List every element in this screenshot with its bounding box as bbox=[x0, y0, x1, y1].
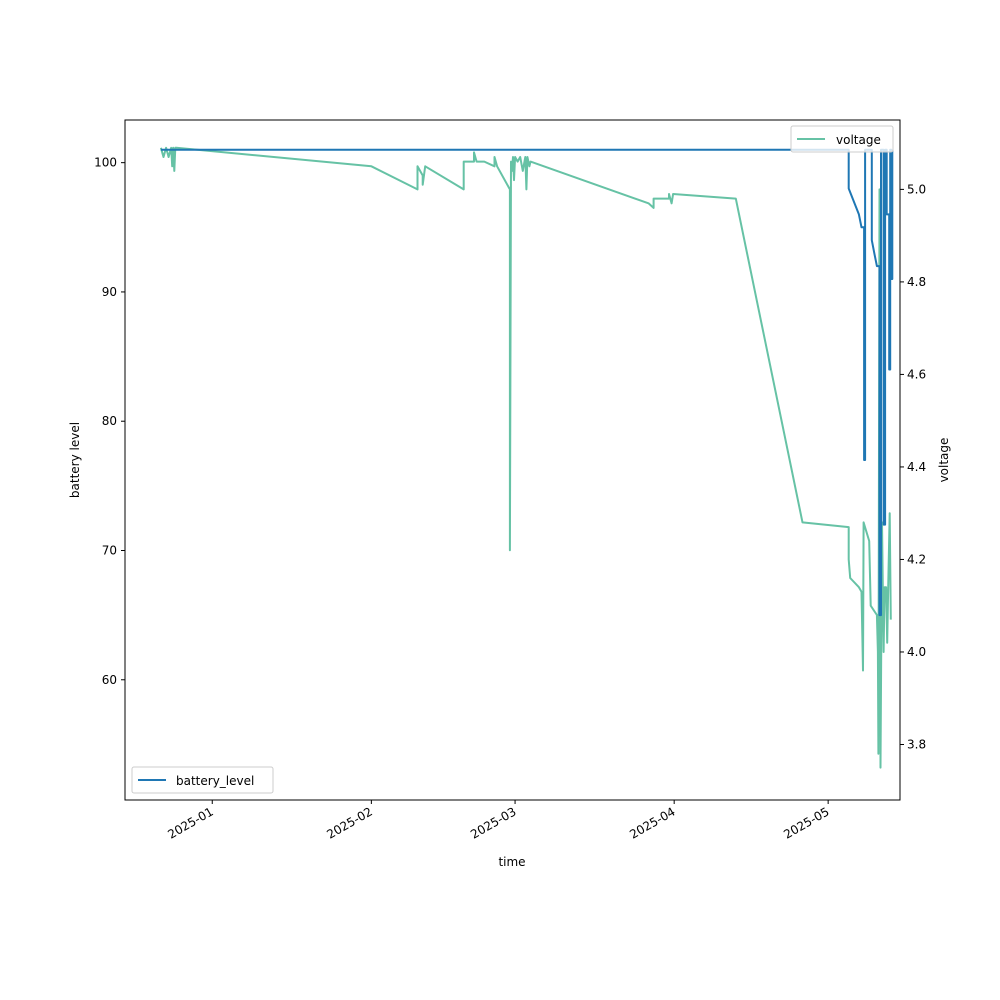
x-axis: 2025-01 2025-02 2025-03 2025-04 2025-05 bbox=[165, 800, 832, 842]
plot-lines bbox=[159, 146, 894, 769]
y-axis-right: 3.8 4.0 4.2 4.4 4.6 4.8 5.0 bbox=[900, 182, 926, 751]
series-line-battery-level bbox=[160, 148, 894, 617]
y-right-tick-label: 4.2 bbox=[907, 552, 926, 566]
y-right-tick-label: 3.8 bbox=[907, 737, 926, 751]
legend-voltage: voltage bbox=[790, 125, 894, 153]
y-left-tick-label: 80 bbox=[102, 414, 117, 428]
y-right-tick-label: 4.6 bbox=[907, 367, 926, 381]
y-axis-right-label: voltage bbox=[937, 438, 951, 483]
x-tick-label: 2025-02 bbox=[324, 804, 374, 841]
y-right-tick-label: 4.8 bbox=[907, 275, 926, 289]
y-left-tick-label: 90 bbox=[102, 285, 117, 299]
y-left-tick-label: 60 bbox=[102, 673, 117, 687]
y-left-tick-label: 100 bbox=[94, 156, 117, 170]
x-tick-label: 2025-01 bbox=[165, 804, 215, 841]
series-line-voltage bbox=[159, 146, 892, 769]
y-axis-left: 60 70 80 90 100 bbox=[94, 156, 125, 687]
plot-frame bbox=[124, 119, 901, 801]
y-right-tick-label: 4.4 bbox=[907, 460, 926, 474]
y-right-tick-label: 5.0 bbox=[907, 182, 926, 196]
y-right-tick-label: 4.0 bbox=[907, 645, 926, 659]
legend-battery-level: battery_level bbox=[131, 766, 274, 794]
legend-label-battery-level: battery_level bbox=[176, 774, 254, 788]
x-tick-label: 2025-03 bbox=[468, 804, 518, 841]
x-tick-label: 2025-04 bbox=[627, 804, 677, 841]
y-left-tick-label: 70 bbox=[102, 543, 117, 557]
x-axis-label: time bbox=[498, 855, 525, 869]
legend-label-voltage: voltage bbox=[836, 133, 881, 147]
y-axis-left-label: battery level bbox=[68, 422, 82, 498]
x-tick-label: 2025-05 bbox=[781, 804, 831, 841]
